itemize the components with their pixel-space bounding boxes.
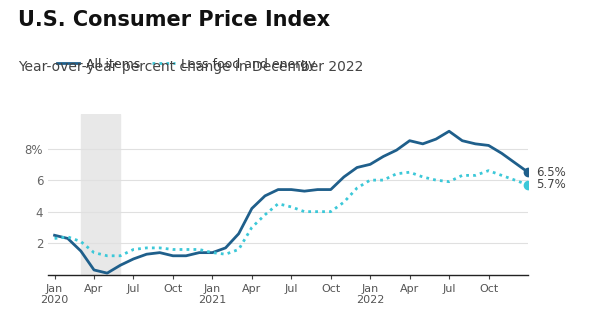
Text: 6.5%: 6.5% [536,166,566,179]
Bar [81,114,121,275]
Legend: All items, Less food and energy: All items, Less food and energy [52,53,320,76]
Text: U.S. Consumer Price Index: U.S. Consumer Price Index [18,10,330,30]
Text: Year-over-year percent change in December 2022: Year-over-year percent change in Decembe… [18,60,364,74]
Text: 5.7%: 5.7% [536,178,566,191]
